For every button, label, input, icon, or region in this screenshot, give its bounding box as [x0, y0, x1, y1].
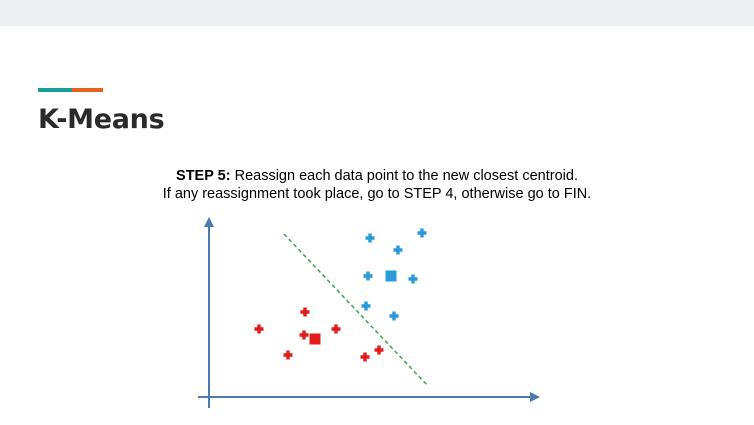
blue-data-point: [365, 233, 375, 243]
title-accent-teal: [38, 88, 72, 92]
red-data-point: [283, 350, 293, 360]
slide-title: K-Means: [38, 104, 165, 135]
blue-data-point: [389, 311, 399, 321]
red-data-point: [299, 330, 309, 340]
blue-data-point: [393, 245, 403, 255]
blue-centroid: [385, 270, 397, 282]
red-data-point: [331, 324, 341, 334]
caption-line-2: If any reassignment took place, go to ST…: [162, 186, 592, 202]
caption-line-1: STEP 5: Reassign each data point to the …: [0, 168, 754, 184]
top-band: [0, 0, 754, 26]
red-data-point: [300, 307, 310, 317]
red-data-point: [360, 352, 370, 362]
blue-data-point: [363, 271, 373, 281]
title-accent-orange: [72, 88, 103, 92]
blue-data-point: [417, 228, 427, 238]
red-centroid: [309, 333, 321, 345]
caption-step-label: STEP 5:: [176, 168, 231, 184]
blue-data-point: [408, 274, 418, 284]
caption-line-1-text: Reassign each data point to the new clos…: [230, 168, 578, 184]
red-data-point: [374, 345, 384, 355]
red-data-point: [254, 324, 264, 334]
blue-data-point: [361, 301, 371, 311]
